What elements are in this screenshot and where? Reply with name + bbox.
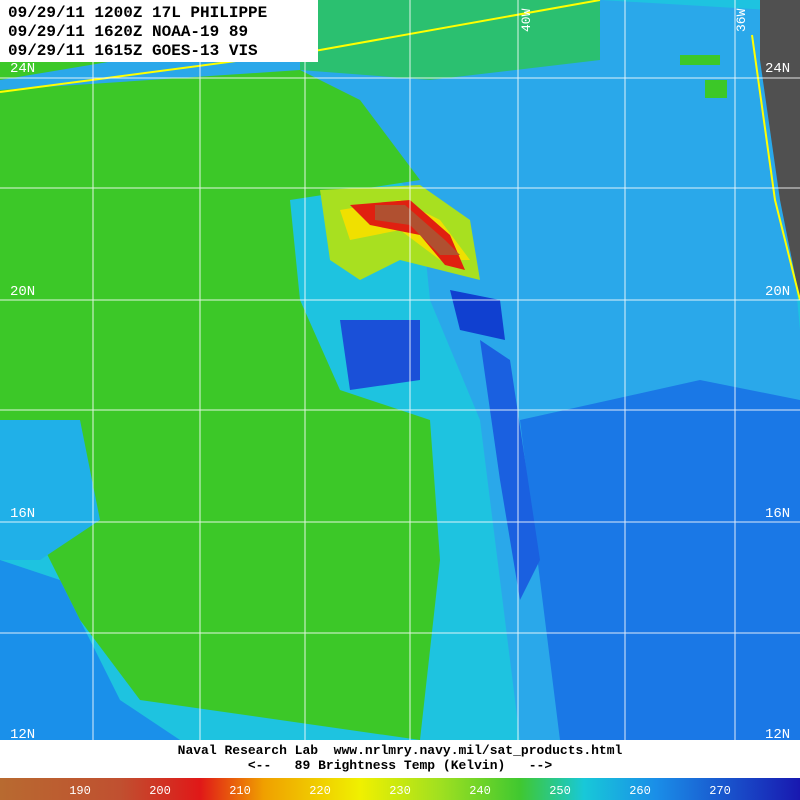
lat-label: 20N: [10, 284, 35, 300]
colorbar-label: 190: [69, 784, 91, 798]
lat-label: 12N: [765, 727, 790, 743]
imagery: [0, 0, 800, 740]
header-line: 09/29/11 1620Z NOAA-19 89: [8, 23, 248, 41]
colorbar-label: 210: [229, 784, 251, 798]
colorbar-label: 270: [709, 784, 731, 798]
lat-label: 24N: [10, 61, 35, 77]
lat-label: 12N: [10, 727, 35, 743]
footer-line: <-- 89 Brightness Temp (Kelvin) -->: [248, 758, 552, 773]
colorbar-label: 230: [389, 784, 411, 798]
graticule: [0, 0, 800, 740]
lat-label: 16N: [765, 506, 790, 522]
lat-label: 20N: [765, 284, 790, 300]
colorbar: [0, 778, 800, 800]
colorbar-label: 220: [309, 784, 331, 798]
colorbar-label: 250: [549, 784, 571, 798]
header-line: 09/29/11 1200Z 17L PHILIPPE: [8, 4, 267, 22]
colorbar-label: 240: [469, 784, 491, 798]
header-line: 09/29/11 1615Z GOES-13 VIS: [8, 42, 258, 60]
colorbar-label: 260: [629, 784, 651, 798]
lat-label: 24N: [765, 61, 790, 77]
lat-label: 16N: [10, 506, 35, 522]
footer-box: [0, 740, 800, 778]
colorbar-label: 200: [149, 784, 171, 798]
lon-label: 40W: [519, 8, 534, 32]
header-box: [0, 0, 318, 62]
lon-label: 36W: [734, 8, 749, 32]
footer-line: Naval Research Lab www.nrlmry.navy.mil/s…: [178, 743, 623, 758]
